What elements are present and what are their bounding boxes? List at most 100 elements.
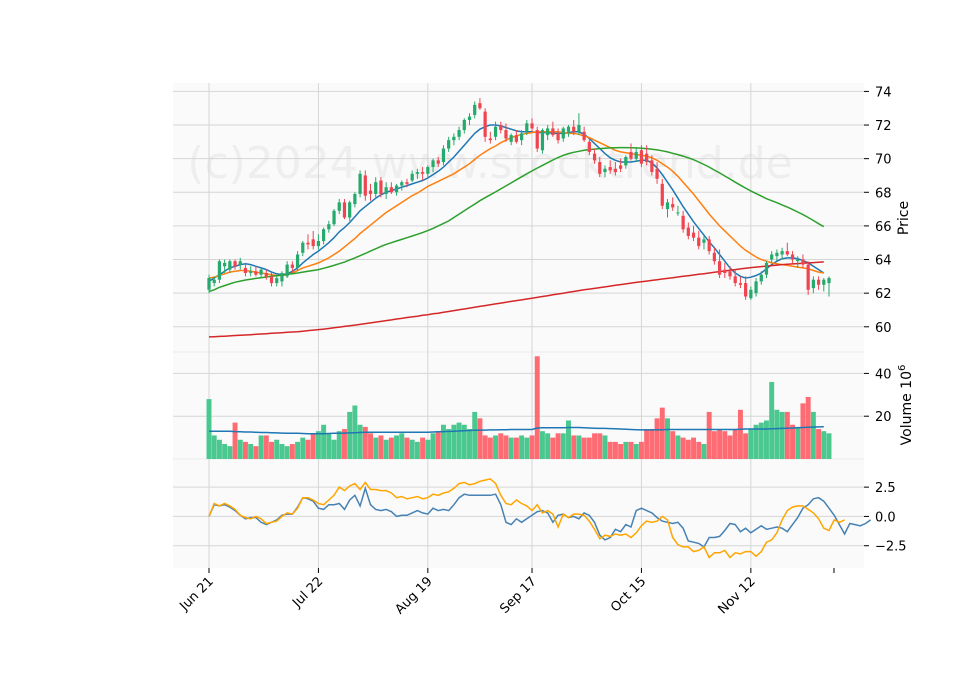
volume-bar <box>560 433 566 459</box>
candle-body <box>514 135 519 142</box>
y-tick-label: 74 <box>875 85 892 100</box>
candle <box>650 155 654 176</box>
candle-body <box>822 279 826 285</box>
candle <box>697 230 701 250</box>
volume-bar <box>394 435 400 459</box>
volume-bar <box>534 356 540 459</box>
candle <box>254 266 258 277</box>
candle <box>608 160 612 174</box>
volume-bars <box>206 356 832 459</box>
candle-body <box>535 130 539 149</box>
volume-bar <box>722 431 728 459</box>
candle-body <box>509 135 513 142</box>
candle <box>473 101 477 119</box>
volume-bar <box>779 411 785 459</box>
volume-bar <box>493 435 499 459</box>
candle-body <box>665 202 670 210</box>
volume-bar <box>472 411 478 459</box>
candle <box>415 168 420 179</box>
candle-body <box>473 104 477 115</box>
volume-bar <box>300 437 306 459</box>
candle-body <box>790 254 795 260</box>
volume-bar <box>691 437 697 459</box>
candle <box>744 276 748 300</box>
candle-body <box>577 125 581 132</box>
candle <box>363 170 367 201</box>
y-tick-label: 2.5 <box>875 481 896 496</box>
volume-bar <box>618 444 624 459</box>
candle <box>306 234 310 250</box>
volume-bar <box>274 439 280 459</box>
candle <box>572 119 576 136</box>
candle-body <box>431 160 435 168</box>
candle <box>467 113 472 126</box>
volume-bar <box>670 431 676 459</box>
candle-body <box>712 252 716 262</box>
volume-bar <box>758 422 764 459</box>
candle-body <box>691 232 696 238</box>
candle-body <box>353 193 357 205</box>
volume-bar <box>654 418 660 459</box>
candle <box>478 98 482 110</box>
candle-body <box>327 224 331 230</box>
candle <box>488 131 492 144</box>
candle <box>587 138 591 156</box>
volume-bar <box>795 426 801 459</box>
macd-line <box>208 478 845 559</box>
candle <box>645 145 649 166</box>
volume-bar <box>227 446 233 459</box>
candle <box>806 261 810 295</box>
candle-body <box>275 278 279 284</box>
moving-average-line <box>208 146 825 293</box>
y-tick-label: 60 <box>875 321 892 336</box>
candle <box>811 276 815 294</box>
candle-body <box>645 153 649 163</box>
volume-bar <box>461 424 467 459</box>
candle-body <box>629 151 633 159</box>
candle <box>327 220 331 233</box>
candle <box>223 259 227 273</box>
candle <box>639 145 644 168</box>
candle <box>634 148 638 163</box>
volume-bar <box>748 429 754 459</box>
candle-body <box>301 242 305 253</box>
candle-body <box>420 172 425 174</box>
candle-body <box>785 251 789 255</box>
volume-bar <box>378 435 384 459</box>
volume-bar <box>696 441 702 459</box>
volume-bar <box>336 431 342 459</box>
candle <box>249 266 253 277</box>
candle <box>431 158 435 173</box>
y-tick-label: 68 <box>875 186 892 201</box>
candle-body <box>723 269 727 273</box>
candle-body <box>322 229 326 242</box>
candle-body <box>311 239 315 247</box>
volume-bar <box>362 426 368 459</box>
volume-bar <box>638 441 644 459</box>
candle <box>259 267 263 279</box>
volume-bar <box>383 439 389 459</box>
candle-body <box>650 160 654 173</box>
candle-body <box>358 173 362 194</box>
volume-bar <box>545 433 551 459</box>
candle-body <box>608 167 612 171</box>
volume-bar <box>623 441 629 459</box>
candle <box>566 125 571 137</box>
candle <box>290 261 294 273</box>
volume-bar <box>425 439 431 459</box>
candle <box>207 274 211 294</box>
candle <box>712 247 716 265</box>
candle <box>483 108 487 142</box>
volume-bar <box>649 429 655 459</box>
candle-body <box>681 215 685 230</box>
candle <box>676 205 680 216</box>
volume-bar <box>357 424 363 459</box>
volume-bar <box>790 424 796 459</box>
candle-body <box>452 136 456 141</box>
volume-bar <box>784 411 790 459</box>
volume-bar <box>263 435 269 459</box>
candle <box>316 234 321 250</box>
volume-bar <box>675 435 681 459</box>
volume-bar <box>258 435 264 459</box>
